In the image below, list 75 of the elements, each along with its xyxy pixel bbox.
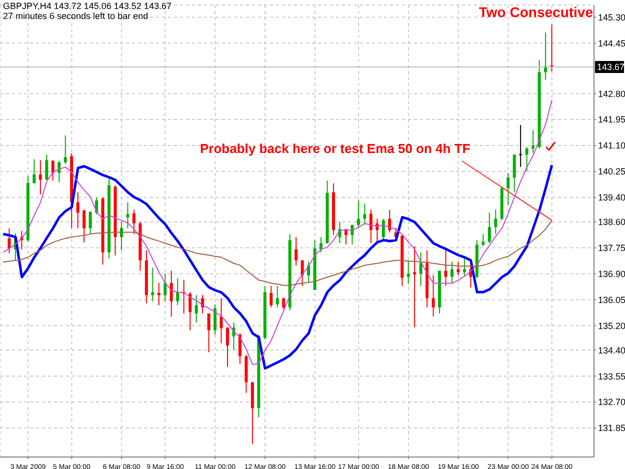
candlestick [76,192,80,229]
candlestick [512,154,516,192]
candlestick [51,160,54,182]
y-tick-label: 138.60 [598,217,625,228]
candlestick [432,274,435,318]
candlestick [220,298,223,344]
candlestick [300,260,304,286]
text: 27 minutes 6 seconds left to bar end [3,11,148,21]
y-tick-label: 134.40 [598,345,625,356]
candlestick [482,234,485,247]
candlestick [226,327,229,368]
candlestick [32,158,36,184]
candlestick [88,210,92,235]
candlestick [207,312,210,353]
candlestick [157,282,160,306]
candlestick [194,294,198,324]
candlestick [176,278,180,306]
y-tick-label: 135.20 [598,320,625,331]
candlestick [320,236,323,253]
candlestick [38,160,42,195]
y-tick-label: 131.85 [598,423,625,434]
candlestick [519,124,522,168]
y-tick-label: 141.95 [598,114,625,125]
line-series [2,164,554,370]
candlestick [494,209,498,235]
candlestick [214,304,217,336]
y-tick-label: 136.05 [598,294,625,305]
candlestick [238,332,242,364]
candlestick [64,134,67,164]
line-series [2,99,552,365]
candlestick [151,267,154,302]
candlestick [506,172,510,206]
line-series [2,220,552,286]
candlestick [201,294,204,314]
candlestick [363,203,366,226]
y-tick-label: 142.80 [598,88,625,99]
candlestick [532,130,535,154]
candlestick [406,260,410,284]
candlestick [356,200,360,228]
candlestick [270,285,273,308]
candlestick [382,218,385,241]
candlestick [488,212,491,244]
ref-line-label: 143.67 [597,62,625,72]
y-tick-label: 133.55 [598,371,625,382]
y-tick-label: 141.10 [598,140,625,151]
y-tick-label: 132.70 [598,397,625,408]
y-tick-label: 145.30 [598,12,625,22]
candlestick [188,292,192,331]
candlestick [45,154,48,180]
candlestick [525,146,528,172]
candlestick [456,261,460,276]
y-tick-label: 139.40 [598,192,625,203]
candlestick [82,210,86,243]
candlestick [126,202,130,229]
y-tick-label: 144.45 [598,38,625,48]
chart-title: GBPJPY,H4 143.72 145.06 143.52 143.67 [3,1,172,11]
candlestick [419,252,422,286]
annotation: Probably back here or test Ema 50 on 4h TF [200,141,470,156]
y-tick-label: 137.75 [598,242,625,253]
y-tick-label: 136.90 [598,268,625,279]
candlestick [276,285,279,308]
candlestick [170,270,173,318]
candlestick [294,236,298,266]
candlestick [369,209,372,244]
candlestick [132,209,136,235]
annotation: Two Consecutive [478,4,593,20]
candlestick [307,261,310,284]
candlestick [282,298,286,310]
candlestick [8,228,11,254]
candlestick [444,250,448,286]
candlestick [164,273,167,302]
y-tick-label: 140.25 [598,166,625,177]
candlestick [413,246,416,328]
candlestick [450,261,454,284]
candlestick [462,258,466,276]
